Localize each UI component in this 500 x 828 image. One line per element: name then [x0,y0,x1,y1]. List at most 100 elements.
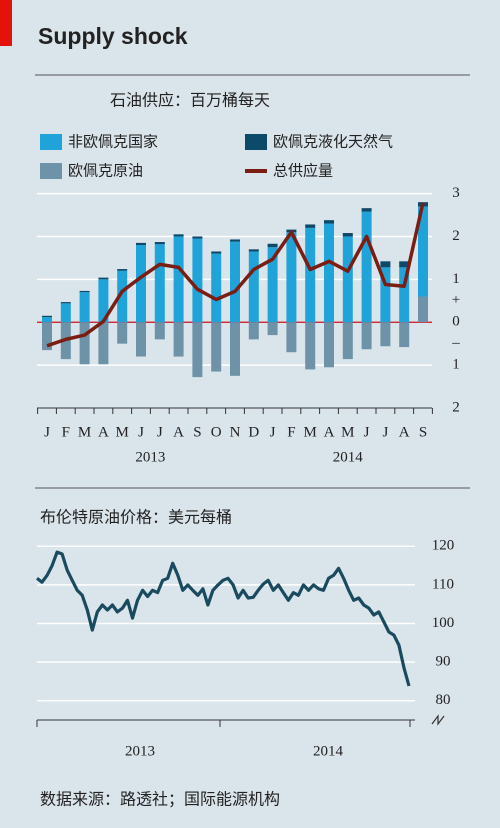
price-line [36,550,411,687]
bar [136,322,146,357]
x-tick-label: M [341,424,354,440]
chart-subtitle: 布伦特原油价格：美元每桶 [40,508,232,527]
x-tick-label: M [78,424,91,440]
bar [248,322,259,340]
bar [42,317,52,323]
accent-bar [0,0,12,46]
bar [324,322,334,368]
bar [136,245,146,323]
bar [418,296,428,323]
y-tick-label: 3 [452,185,460,201]
bar [136,242,146,246]
x-tick-label: M [304,424,317,440]
bar [79,290,90,293]
bar [248,251,259,323]
x-tick-label: M [116,424,129,440]
x-tick-label: J [138,424,144,440]
bar [192,236,203,239]
bar [173,236,184,323]
y-tick-label: 120 [432,538,455,554]
bar [399,261,410,268]
bar [267,247,278,323]
year-label: 2014 [313,743,344,759]
bar [230,241,240,323]
bar [380,267,391,323]
y-tick-label: 80 [436,692,451,708]
total-line [46,202,425,348]
bar [98,277,109,280]
bar [192,238,203,323]
bar [286,232,297,323]
x-tick-label: S [419,424,427,440]
x-tick-label: J [364,424,370,440]
y-tick-label: 90 [436,654,451,670]
bar [42,315,52,318]
bar [117,322,128,344]
bar [60,302,71,304]
legend-swatch [40,163,62,179]
bar [361,211,372,323]
year-label: 2014 [333,449,364,465]
bar [230,322,240,376]
bar [286,322,297,353]
bar [154,322,165,340]
x-tick-label: O [211,424,222,440]
sign-label: – [451,335,460,351]
y-tick-label: 2 [452,399,460,415]
x-tick-label: D [248,424,259,440]
bar [342,236,353,323]
x-tick-label: A [324,424,335,440]
legend-swatch [40,134,62,150]
bar [98,322,109,365]
y-tick-label: 0 [452,314,460,330]
bar [361,208,372,212]
y-tick-label: 110 [432,576,454,592]
x-tick-label: J [157,424,163,440]
x-tick-label: A [399,424,410,440]
axis-break [431,714,445,726]
x-tick-label: J [44,424,50,440]
legend-swatch [245,134,267,150]
x-tick-label: N [230,424,241,440]
x-tick-label: J [270,424,276,440]
y-tick-label: 100 [432,615,455,631]
x-tick-label: A [98,424,109,440]
bar [117,269,128,271]
bar [60,303,71,323]
bar [211,322,222,372]
bar [361,322,372,350]
bar [173,234,184,237]
bar [418,206,428,297]
bar [117,270,128,323]
year-label: 2013 [125,743,155,759]
x-tick-label: J [382,424,388,440]
legend-label: 总供应量 [273,162,333,180]
bar [173,322,184,357]
bar [98,279,109,323]
y-tick-label: 1 [452,271,460,287]
bar [154,244,165,323]
x-tick-label: A [173,424,184,440]
bar [380,322,391,347]
bar [211,251,222,254]
bar [79,322,90,365]
bar [305,322,316,370]
page-title: Supply shock [38,23,188,49]
bar [267,243,278,248]
bar [42,322,52,351]
bar [79,292,90,323]
bar [380,261,391,268]
year-label: 2013 [135,449,165,465]
x-tick-label: S [193,424,201,440]
source: 数据来源：路透社；国际能源机构 [40,790,280,809]
bar [342,322,353,360]
bar [399,322,410,348]
x-tick-label: F [62,424,70,440]
bar [324,223,334,323]
bar [230,239,240,242]
bar [248,249,259,252]
y-tick-label: 1 [452,357,460,373]
x-tick-label: F [287,424,295,440]
